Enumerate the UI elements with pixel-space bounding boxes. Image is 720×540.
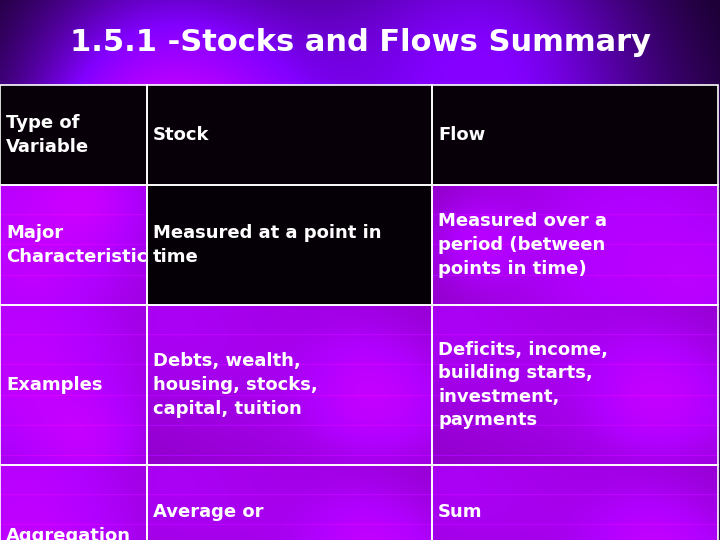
Text: Flow: Flow: [438, 126, 485, 144]
Text: Measured at a point in
time: Measured at a point in time: [153, 224, 382, 266]
Text: Deficits, income,
building starts,
investment,
payments: Deficits, income, building starts, inves…: [438, 341, 608, 429]
Text: Debts, wealth,
housing, stocks,
capital, tuition: Debts, wealth, housing, stocks, capital,…: [153, 353, 318, 417]
Text: Aggregation
Method: Aggregation Method: [6, 526, 131, 540]
Text: Measured over a
period (between
points in time): Measured over a period (between points i…: [438, 212, 607, 278]
Text: Sum

(Average if
annualized): Sum (Average if annualized): [438, 503, 557, 540]
Bar: [432, 465, 718, 540]
Bar: [147, 85, 432, 185]
Bar: [432, 305, 718, 465]
Bar: [0, 185, 147, 305]
Text: 1.5.1 -Stocks and Flows Summary: 1.5.1 -Stocks and Flows Summary: [70, 28, 650, 57]
Text: Average or

Use values from the
same time each year: Average or Use values from the same time…: [153, 503, 364, 540]
Text: Stock: Stock: [153, 126, 210, 144]
Bar: [0, 465, 147, 540]
Text: Type of
Variable: Type of Variable: [6, 114, 89, 156]
Bar: [147, 185, 432, 305]
Text: Examples: Examples: [6, 376, 102, 394]
Bar: [0, 85, 147, 185]
Bar: [147, 305, 432, 465]
Bar: [432, 85, 718, 185]
Text: Major
Characteristic: Major Characteristic: [6, 224, 148, 266]
Bar: [0, 305, 147, 465]
Bar: [432, 185, 718, 305]
Bar: [147, 465, 432, 540]
